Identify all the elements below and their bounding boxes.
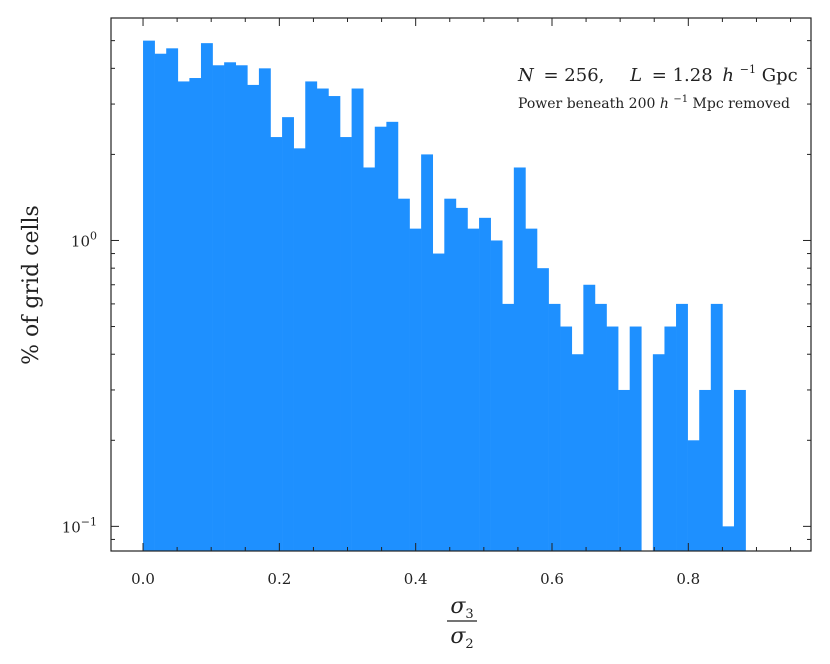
- svg-text:σ3: σ3: [450, 594, 473, 622]
- histogram-bar: [560, 326, 573, 551]
- y-tick-label: 10−1: [62, 515, 97, 536]
- histogram-bar: [316, 88, 329, 551]
- histogram-bar: [258, 68, 271, 551]
- histogram-bar: [177, 81, 190, 552]
- histogram-bar: [293, 148, 306, 551]
- tick-labels-group: 0.0 0.2 0.4 0.6 0.8 10−1 100: [62, 229, 701, 588]
- histogram-bar: [479, 217, 491, 551]
- histogram-bar: [189, 78, 202, 552]
- histogram-bar: [224, 62, 237, 551]
- histogram-bar: [154, 53, 167, 551]
- histogram-bar: [351, 88, 364, 551]
- x-axis-title: σ3 σ2: [447, 594, 477, 652]
- histogram-bar: [536, 268, 549, 551]
- x-tick-label: 0.2: [267, 570, 291, 588]
- histogram-bar: [305, 81, 318, 552]
- histogram-bar: [363, 167, 376, 551]
- histogram-bar: [618, 389, 630, 551]
- histogram-bar: [143, 40, 155, 551]
- histogram-bar: [710, 303, 723, 551]
- histogram-bar: [652, 354, 665, 551]
- histogram-bar: [699, 389, 712, 551]
- histogram-bar: [397, 198, 410, 551]
- plot-frame: [110, 17, 812, 552]
- histogram-bar: [571, 354, 584, 551]
- histogram-bar: [733, 389, 746, 551]
- histogram-bar: [594, 303, 607, 551]
- histogram-bar: [212, 65, 225, 552]
- histogram-bar: [340, 137, 352, 551]
- histogram-bar: [200, 43, 213, 551]
- histogram-bar: [455, 207, 468, 551]
- bars-group: [143, 40, 746, 552]
- annotation-line-1: N = 256, L = 1.28 h −1 Gpc: [517, 57, 798, 86]
- histogram-bar: [606, 326, 619, 551]
- histogram-bar: [409, 228, 422, 551]
- x-tick-label: 0.8: [676, 570, 700, 588]
- y-tick-label: 100: [71, 229, 97, 250]
- ticks-group: [111, 18, 811, 551]
- histogram-bar: [247, 84, 260, 552]
- histogram-bar: [583, 284, 596, 551]
- histogram-bar: [432, 253, 445, 551]
- histogram-bar: [421, 154, 434, 551]
- histogram-bar: [525, 228, 538, 551]
- histogram-bar: [282, 117, 294, 552]
- x-tick-label: 0.0: [131, 570, 155, 588]
- y-axis-title: % of grid cells: [19, 205, 44, 365]
- histogram-bar: [629, 326, 642, 551]
- histogram-bar: [490, 240, 503, 551]
- histogram-bar: [548, 303, 561, 551]
- histogram-bar: [502, 303, 515, 551]
- histogram-bar: [722, 526, 735, 551]
- histogram-bar: [444, 198, 457, 551]
- histogram-bar: [513, 167, 526, 551]
- histogram-bar: [664, 326, 677, 551]
- histogram-bar: [270, 137, 283, 551]
- histogram-bar: [166, 48, 179, 552]
- svg-text:σ2: σ2: [450, 624, 473, 652]
- histogram-bar: [374, 126, 387, 551]
- x-tick-label: 0.4: [404, 570, 428, 588]
- x-tick-label: 0.6: [540, 570, 564, 588]
- histogram-bar: [676, 303, 688, 551]
- histogram-bar: [235, 65, 248, 552]
- histogram-bar: [328, 96, 341, 551]
- histogram-bar: [386, 121, 399, 551]
- annotation-line-2: Power beneath 200 h −1 Mpc removed: [518, 90, 790, 112]
- histogram-bar: [687, 440, 700, 551]
- histogram-bar: [467, 228, 480, 551]
